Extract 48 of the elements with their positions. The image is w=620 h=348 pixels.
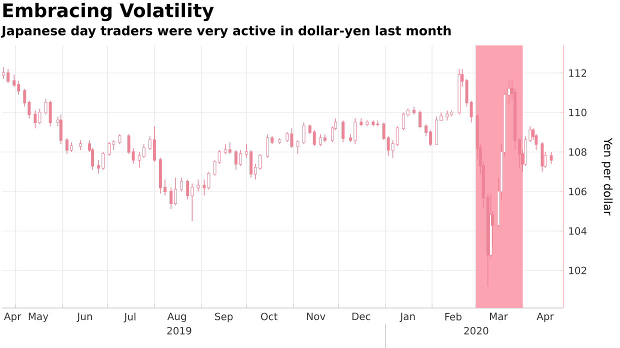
y-tick-label: 104	[569, 227, 587, 235]
candlestick	[70, 142, 73, 152]
x-tick-label: Mar	[490, 312, 508, 320]
candlestick	[238, 150, 242, 166]
x-tick-label: Feb	[445, 312, 462, 320]
candlestick	[296, 140, 300, 154]
candlestick	[550, 152, 553, 164]
candlestick	[266, 134, 270, 158]
text: 2019	[167, 326, 192, 335]
candlestick	[446, 110, 449, 121]
candlestick	[59, 114, 62, 144]
candlestick	[186, 179, 190, 200]
candlestick	[79, 140, 82, 150]
x-tick-label: Dec	[352, 312, 370, 320]
x-tick-label: Apr	[536, 312, 554, 322]
x-tick-label: Apr	[4, 312, 22, 322]
candlestick	[180, 177, 184, 192]
y-tick-label: 106	[569, 188, 586, 196]
candlestick	[118, 134, 122, 144]
x-tick-label: May	[28, 312, 48, 322]
candlestick	[228, 142, 232, 154]
candlestick	[12, 74, 16, 88]
x-tick-label: Oct	[261, 312, 278, 320]
y-tick-label: 108	[569, 148, 586, 156]
chart-subtitle: Japanese day traders were very active in dollar-yen last month	[0, 26, 451, 38]
candlestick	[152, 126, 156, 162]
candlestick	[342, 120, 344, 143]
candlestick	[540, 142, 544, 172]
candlestick	[142, 144, 146, 158]
text: 2020	[464, 326, 488, 335]
x-tick-label: Jul	[124, 312, 136, 322]
candlestick	[418, 110, 422, 129]
candlestick	[108, 142, 111, 156]
candlestick	[302, 122, 306, 144]
candlestick	[396, 126, 399, 146]
y-tick-label: 102	[569, 266, 586, 274]
x-tick-label: Jan	[400, 312, 415, 322]
y-tick-label: 110	[569, 108, 586, 116]
chart-title: Embracing Volatility	[3, 2, 214, 22]
y-tick-label: 112	[569, 69, 586, 77]
candlestick	[196, 179, 200, 192]
x-tick-label: Nov	[307, 312, 326, 320]
x-tick-label: Sep	[215, 312, 233, 322]
x-tick-label: Aug	[167, 312, 186, 322]
x-tick-label: Jun	[76, 312, 92, 322]
candlestick	[312, 130, 316, 146]
y-axis-title: Yen per dollar	[602, 138, 613, 216]
candlestick	[286, 132, 289, 143]
